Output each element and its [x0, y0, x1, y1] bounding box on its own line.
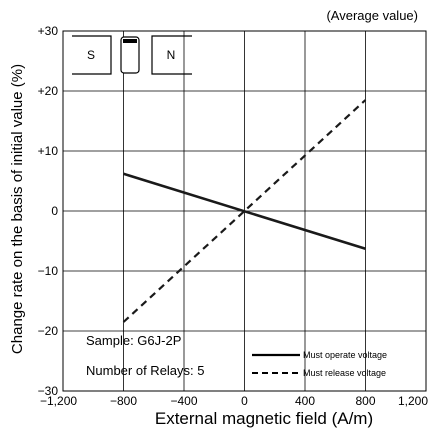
x-tick-label: 0 — [241, 394, 248, 408]
y-tick-label: −10 — [38, 264, 59, 278]
x-tick-label: 400 — [295, 394, 315, 408]
legend-label-operate: Must operate voltage — [303, 350, 387, 360]
magnet-inset: S N — [72, 35, 192, 75]
x-axis-title: External magnetic field (A/m) — [155, 409, 373, 428]
series-lines — [122, 99, 367, 323]
y-axis-ticks: −30 −20 −10 0 +10 +20 +30 — [38, 24, 59, 398]
series-line-release — [122, 99, 367, 323]
x-axis-ticks: −1,200 −800 −400 0 400 800 1,200 — [40, 394, 428, 408]
x-tick-label: −1,200 — [40, 394, 77, 408]
y-tick-label: +10 — [38, 144, 59, 158]
relay-icon-band — [123, 39, 137, 43]
y-tick-label: +30 — [38, 24, 59, 38]
north-pole-magnet — [151, 35, 192, 75]
y-tick-label: +20 — [38, 84, 59, 98]
chart-note: (Average value) — [326, 8, 418, 23]
annotation-relays: Number of Relays: 5 — [86, 363, 205, 378]
annotation-sample: Sample: G6J-2P — [86, 333, 181, 348]
x-tick-label: −400 — [170, 394, 197, 408]
legend: Must operate voltage Must release voltag… — [252, 350, 387, 378]
x-tick-label: −800 — [110, 394, 137, 408]
grid — [63, 31, 426, 391]
y-tick-label: 0 — [51, 204, 58, 218]
x-tick-label: 800 — [355, 394, 375, 408]
south-pole-label: S — [87, 48, 95, 62]
relay-icon — [120, 36, 140, 74]
x-tick-label: 1,200 — [398, 394, 428, 408]
y-tick-label: −30 — [38, 384, 59, 398]
series-line-operate — [123, 172, 366, 251]
south-pole-magnet — [72, 35, 112, 75]
legend-label-release: Must release voltage — [303, 368, 386, 378]
north-pole-label: N — [167, 48, 176, 62]
y-axis-title: Change rate on the basis of initial valu… — [9, 64, 26, 354]
y-tick-label: −20 — [38, 324, 59, 338]
